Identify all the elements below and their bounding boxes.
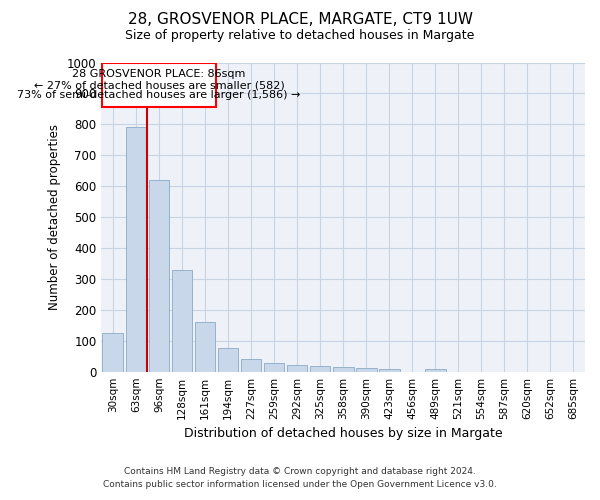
Text: Size of property relative to detached houses in Margate: Size of property relative to detached ho… — [125, 29, 475, 42]
Bar — [333, 367, 353, 372]
X-axis label: Distribution of detached houses by size in Margate: Distribution of detached houses by size … — [184, 427, 502, 440]
Bar — [218, 348, 238, 372]
Text: 73% of semi-detached houses are larger (1,586) →: 73% of semi-detached houses are larger (… — [17, 90, 301, 101]
Bar — [241, 360, 262, 372]
Bar — [102, 63, 216, 108]
Bar — [379, 369, 400, 372]
Bar — [103, 333, 123, 372]
Text: 28, GROSVENOR PLACE, MARGATE, CT9 1UW: 28, GROSVENOR PLACE, MARGATE, CT9 1UW — [128, 12, 473, 28]
Y-axis label: Number of detached properties: Number of detached properties — [48, 124, 61, 310]
Bar — [125, 128, 146, 372]
Bar — [287, 364, 307, 372]
Bar — [425, 369, 446, 372]
Bar — [172, 270, 193, 372]
Bar — [310, 366, 331, 372]
Bar — [194, 322, 215, 372]
Bar — [149, 180, 169, 372]
Bar — [356, 368, 377, 372]
Bar — [264, 363, 284, 372]
Text: ← 27% of detached houses are smaller (582): ← 27% of detached houses are smaller (58… — [34, 80, 284, 90]
Text: Contains HM Land Registry data © Crown copyright and database right 2024.
Contai: Contains HM Land Registry data © Crown c… — [103, 468, 497, 489]
Text: 28 GROSVENOR PLACE: 86sqm: 28 GROSVENOR PLACE: 86sqm — [72, 68, 245, 78]
